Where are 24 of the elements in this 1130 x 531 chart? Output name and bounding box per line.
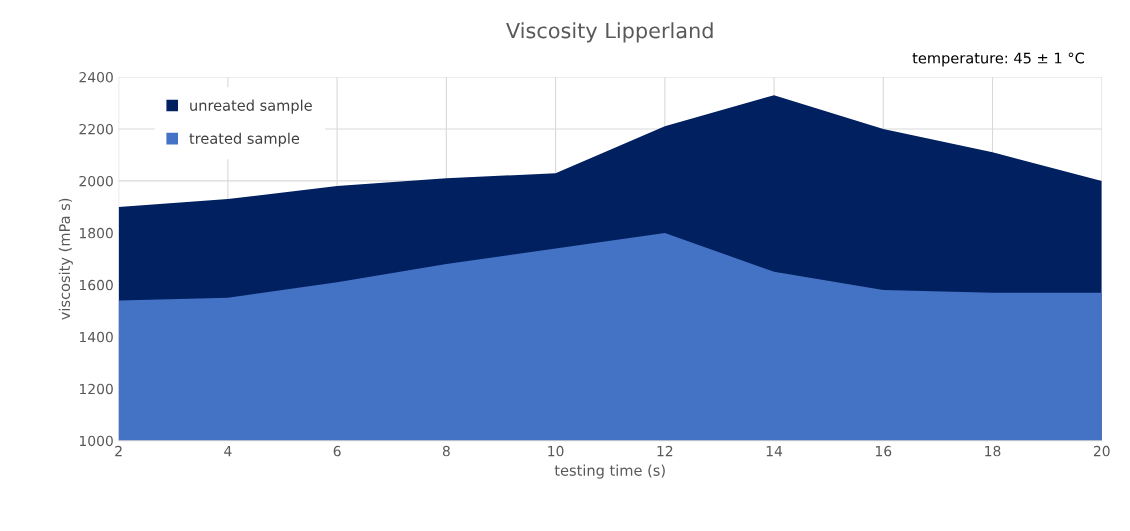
x-tick-label: 4 <box>224 446 232 457</box>
x-tick-label: 12 <box>657 445 673 457</box>
y-tick-label: 2400 <box>79 71 113 83</box>
x-axis-title: testing time (s) <box>554 464 665 479</box>
x-tick-label: 16 <box>875 445 892 457</box>
x-tick-label: 6 <box>333 445 341 457</box>
x-tick-label: 10 <box>548 445 564 457</box>
chart-title: Viscosity Lipperland <box>506 22 713 43</box>
y-tick-label: 1800 <box>79 227 113 239</box>
y-tick-label: 1600 <box>79 279 113 291</box>
y-axis-title: viscosity (mPa s) <box>58 198 73 320</box>
y-tick-label: 1400 <box>79 331 113 343</box>
x-tick-label: 20 <box>1093 445 1110 457</box>
x-tick-label: 2 <box>115 445 122 457</box>
y-tick-label: 1200 <box>79 383 113 395</box>
x-tick-label: 14 <box>766 446 783 457</box>
y-tick-label: 2000 <box>79 175 113 187</box>
y-tick-label: 2200 <box>79 123 113 135</box>
legend-label: unreated sample <box>190 99 312 114</box>
text: temperature: 45 ± 1 °C <box>912 52 1085 67</box>
x-tick-label: 18 <box>985 445 1001 457</box>
y-tick-label: 1000 <box>79 435 113 447</box>
legend-label: treated sample <box>189 132 300 147</box>
x-tick-label: 8 <box>442 445 450 457</box>
